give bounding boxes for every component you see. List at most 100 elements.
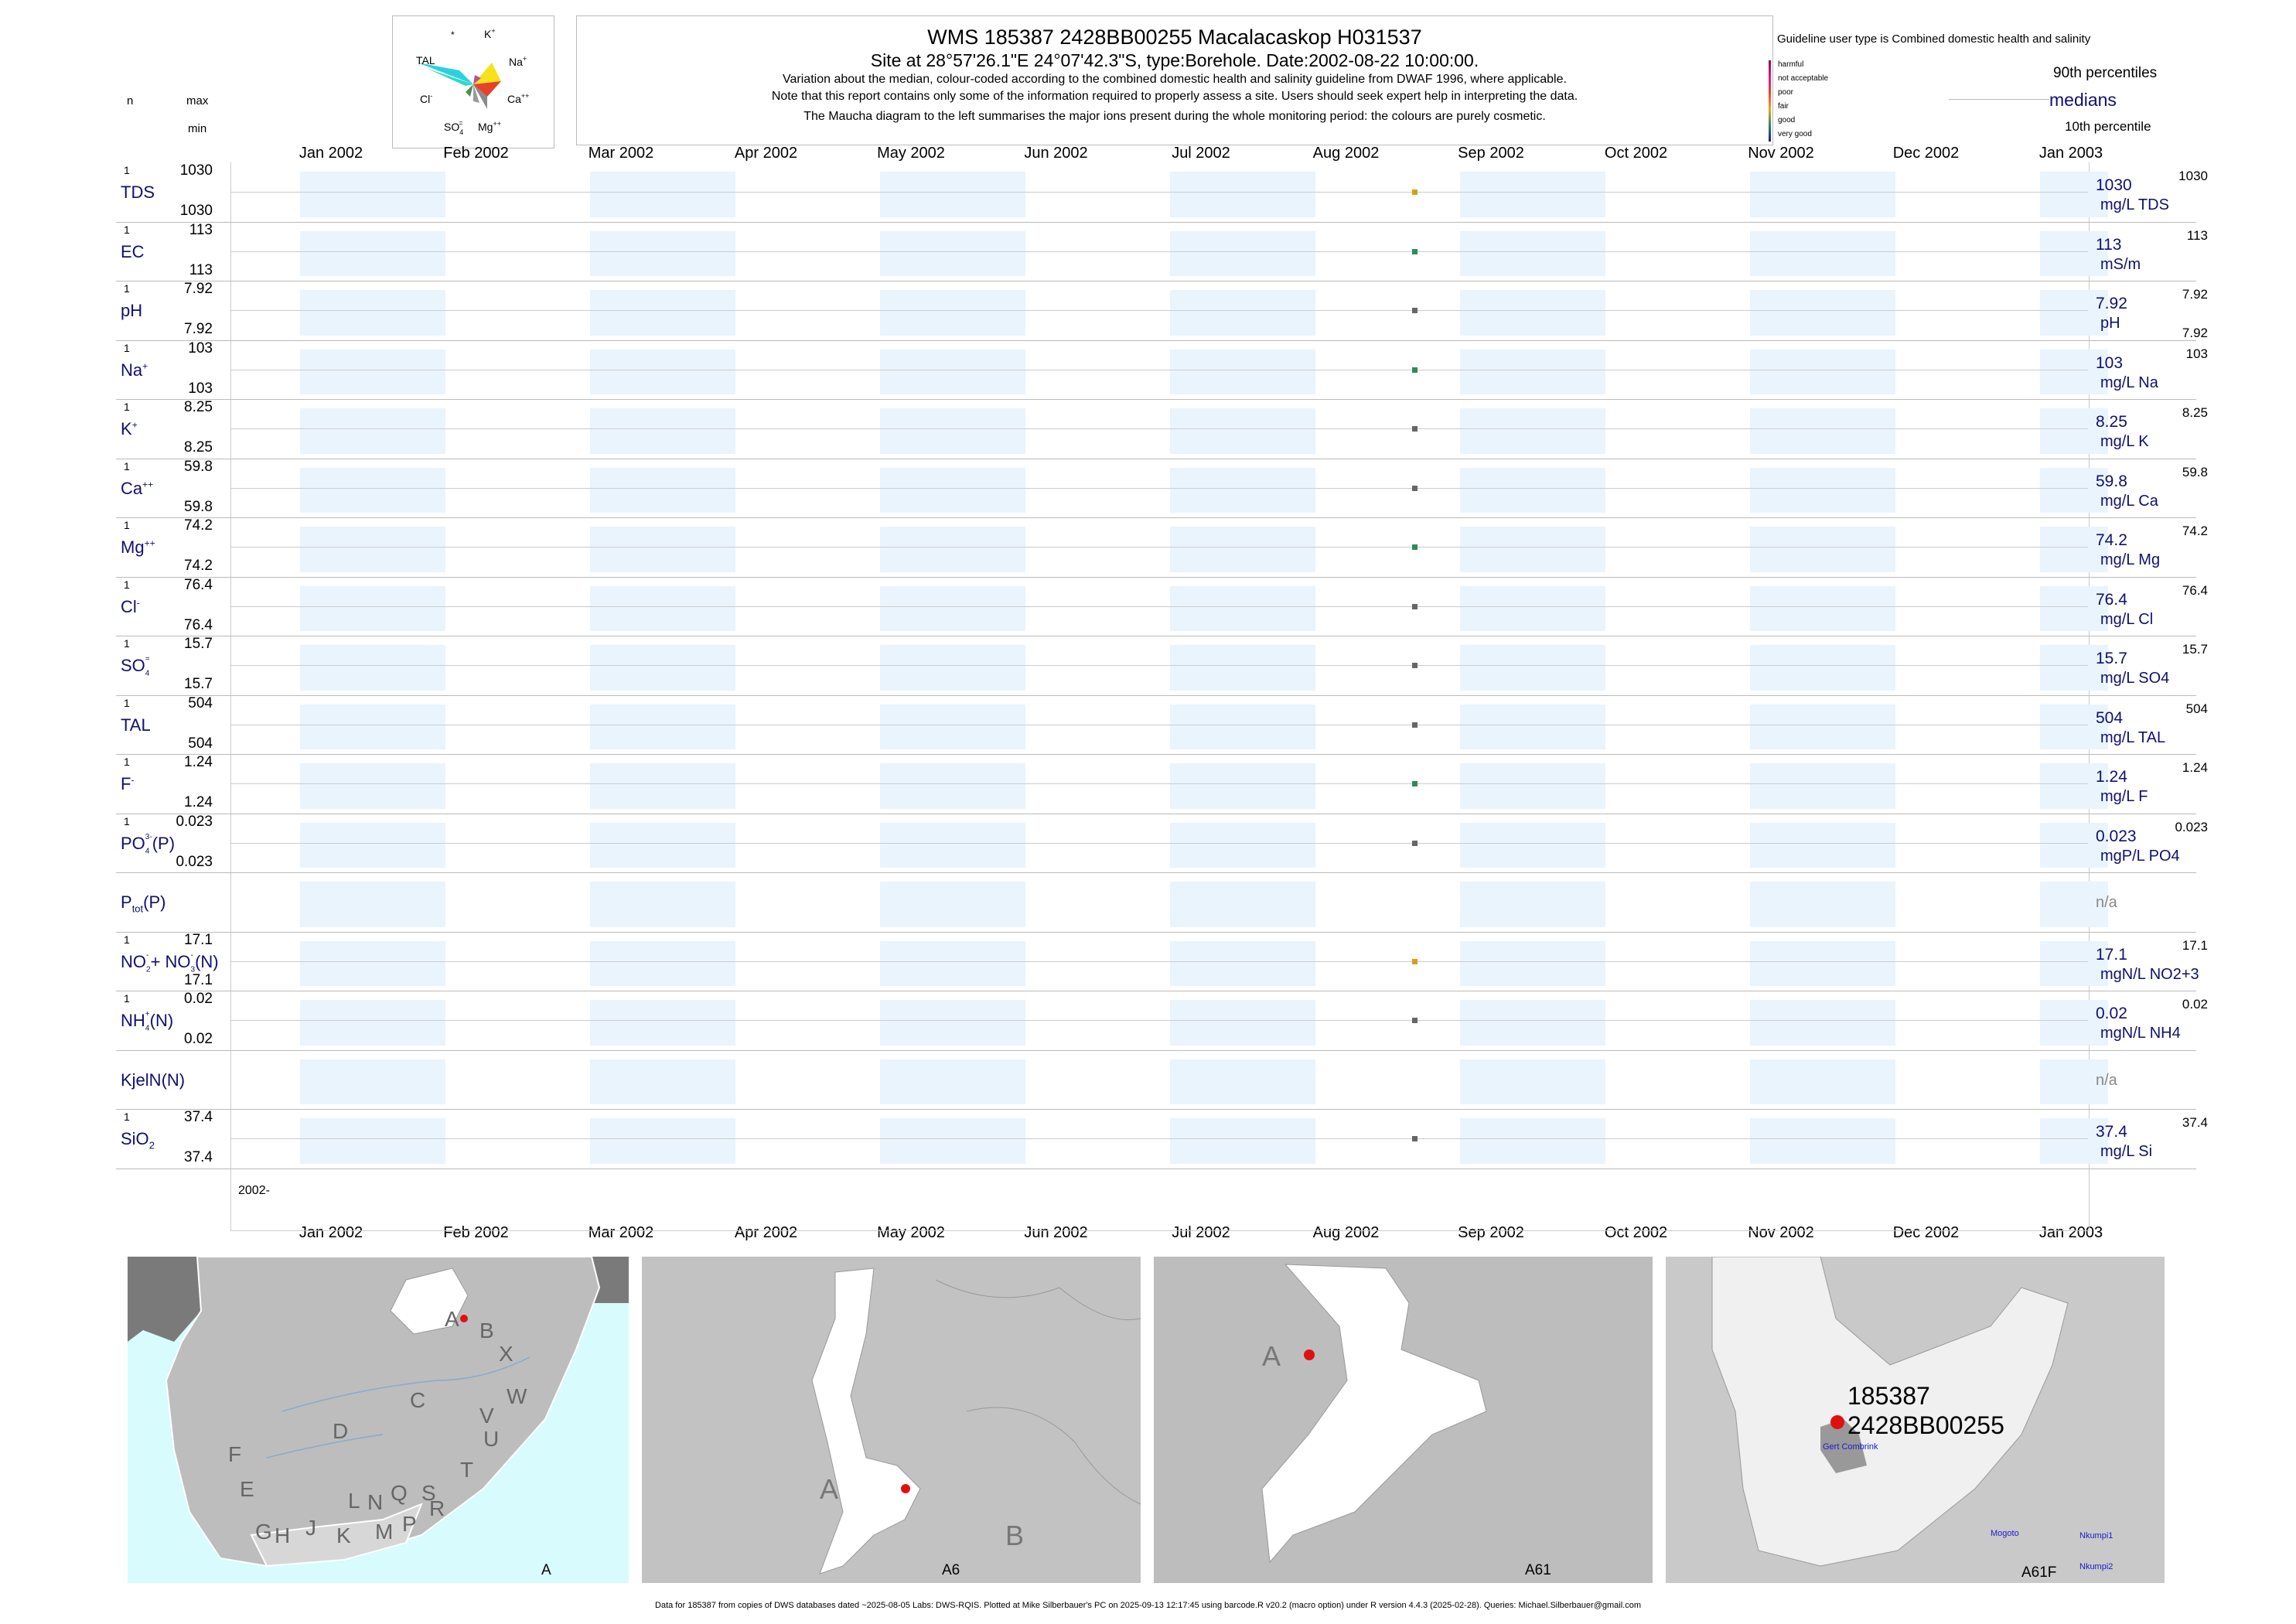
month-band [880,645,1025,691]
panel-unit: mg/L Si [2100,1143,2153,1160]
month-band [1170,349,1315,394]
month-band [300,290,445,336]
maucha-tal-petal-2 [428,69,473,86]
median-line [230,251,2088,252]
month-band [300,645,445,691]
panel-p90: 59.8 [2182,464,2208,479]
panel-param-label: Cl- [121,596,140,616]
month-band [300,1118,445,1164]
panel-median: n/a [2096,1071,2117,1089]
month-label-top: Oct 2002 [1604,145,1668,162]
month-label-bot: Oct 2002 [1604,1224,1668,1241]
sample-point [1412,781,1418,786]
month-band [300,408,445,454]
month-label-top: Aug 2002 [1312,145,1380,162]
sample-point [1412,308,1418,313]
maucha-mg-petal [473,84,487,109]
month-band [2040,704,2108,749]
month-band [880,527,1025,572]
month-band [1170,822,1315,868]
month-band [1170,1000,1315,1046]
panel-max: 0.023 [176,813,213,830]
median-line [230,428,2088,429]
panel-max: 76.4 [184,576,213,593]
panel-median: 0.02 [2096,1005,2127,1022]
month-band [590,1059,735,1104]
note-3: The Maucha diagram to the left summarise… [803,110,1546,123]
panel-median: 59.8 [2096,472,2127,490]
panel-param-label: SO= 4 [121,655,150,678]
map-a-region-letter: A [445,1307,459,1331]
map-a6-site-marker [901,1484,910,1493]
month-band [880,467,1025,513]
panel-max: 37.4 [184,1109,213,1125]
month-label-top: May 2002 [877,145,945,162]
panel-max: 103 [188,339,213,357]
month-band [880,1118,1025,1164]
median-line [230,1138,2088,1139]
month-label-top: Nov 2002 [1748,145,1814,162]
month-label-bot: Dec 2002 [1892,1224,1960,1241]
month-band [590,882,735,927]
month-band [1460,527,1605,572]
month-band [2040,1059,2108,1104]
map-a-site-marker [460,1315,468,1322]
panel-unit: pH [2100,315,2120,332]
site-line: Site at 28°57'26.1"E 24°07'42.3"S, type:… [870,50,1479,70]
month-band [590,527,735,572]
month-label-bot: Nov 2002 [1748,1224,1814,1241]
panel-param-label: Na+ [121,360,148,380]
month-label-bot: Jan 2003 [2038,1224,2103,1241]
month-band [300,349,445,394]
month-label-bot: Apr 2002 [734,1224,798,1241]
panel-unit: mg/L TDS [2100,196,2169,213]
maucha-ca-petal [473,81,501,97]
month-band [1750,172,1895,217]
month-label-top: Mar 2002 [588,145,654,162]
title-box: WMS 185387 2428BB00255 Macalacaskop H031… [576,15,1773,145]
panel-median: 113 [2096,235,2122,254]
map-a-caption: A [541,1562,551,1578]
panel-divider [116,872,2196,873]
panel-n: 1 [124,341,130,354]
maucha-k-label: K+ [484,27,496,40]
sample-point [1412,367,1418,373]
month-band [1460,467,1605,513]
month-band [590,704,735,749]
n-header: n [127,94,134,107]
panel-divider [116,754,2196,755]
panel-p90: 504 [2185,701,2208,716]
map-a-region-letter: F [228,1442,242,1466]
panel-median: 76.4 [2096,590,2127,609]
sample-point [1412,485,1418,491]
month-band [1170,290,1315,336]
year-label: 2002- [238,1183,270,1197]
maucha-diagram: * K+ TAL Na+ Cl- Ca++ SO4= Mg++ [392,15,554,148]
month-band [2040,172,2108,217]
median-line [230,960,2088,962]
panel-param-label: NH+ 4(N) [121,1010,174,1033]
map-a61f-place-gert: Gert Combrink [1823,1442,1878,1452]
page-title: WMS 185387 2428BB00255 Macalacaskop H031… [927,26,1422,49]
month-band [1750,585,1895,631]
month-band [590,822,735,868]
month-band [880,290,1025,336]
maucha-so4-label: SO4= [444,119,463,136]
month-band [1460,704,1605,749]
map-a61f-caption: A61F [2021,1564,2057,1581]
panel-median: 15.7 [2096,650,2127,667]
month-band [880,408,1025,454]
month-band [1750,882,1895,927]
panel-median: 7.92 [2096,295,2127,312]
legend-item-2: poor [1778,88,1794,97]
panel-param-label: Ca++ [121,478,154,498]
panel-min: 15.7 [184,676,213,692]
panel-param-label: Mg++ [121,537,155,557]
medians-label: medians [2049,90,2117,110]
legend-item-3: fair [1778,102,1789,111]
guideline-legend: harmful not acceptable poor fair good very go… [1769,60,1861,145]
panel-p90: 8.25 [2182,405,2208,420]
sample-point [1412,1018,1418,1023]
maucha-so4-petal [473,84,479,103]
panel-n: 1 [124,696,130,709]
